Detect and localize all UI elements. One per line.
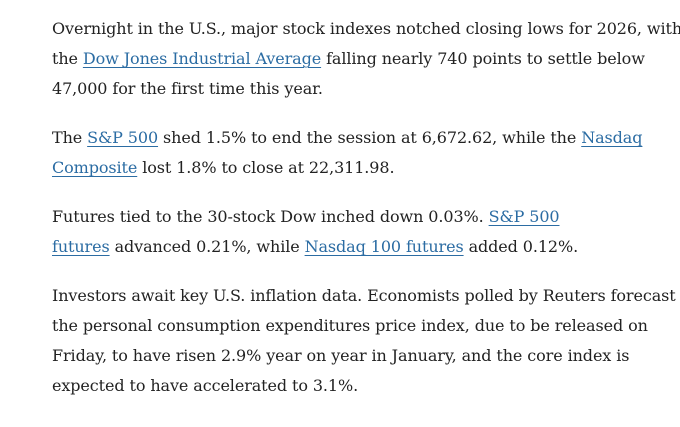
paragraph-text: the [52, 49, 83, 68]
paragraph-text: Overnight in the U.S., major stock index… [52, 19, 680, 38]
paragraph-text: shed 1.5% to end the session at 6,672.62… [158, 128, 582, 147]
paragraph-text: The [52, 128, 88, 147]
paragraph-market-lows: Overnight in the U.S., major stock index… [52, 14, 680, 104]
paragraph-sp-nasdaq: The S&P 500 shed 1.5% to end the session… [52, 123, 672, 183]
link-nasdaq-100-futures[interactable]: Nasdaq 100 futures [304, 237, 464, 256]
link-nasdaq-composite[interactable]: Nasdaq [581, 128, 643, 147]
paragraph-text: 47,000 for the first time this year. [52, 79, 323, 98]
link-nasdaq-composite-cont[interactable]: Composite [52, 158, 138, 177]
link-sp-500[interactable]: S&P 500 [87, 128, 159, 147]
link-sp-500-futures-cont[interactable]: futures [52, 237, 110, 256]
article-body: Overnight in the U.S., major stock index… [52, 14, 680, 420]
paragraph-text: expected to have accelerated to 3.1%. [52, 376, 359, 395]
paragraph-text: Friday, to have risen 2.9% year on year … [52, 346, 630, 365]
paragraph-text: the personal consumption expenditures pr… [52, 316, 648, 335]
paragraph-text: Futures tied to the 30-stock Dow inched … [52, 207, 489, 226]
link-sp-500-futures[interactable]: S&P 500 [488, 207, 560, 226]
paragraph-text: falling nearly 740 points to settle belo… [321, 49, 645, 68]
paragraph-text: lost 1.8% to close at 22,311.98. [137, 158, 395, 177]
paragraph-text: added 0.12%. [463, 237, 579, 256]
paragraph-futures: Futures tied to the 30-stock Dow inched … [52, 202, 672, 262]
paragraph-text: advanced 0.21%, while [109, 237, 305, 256]
paragraph-text: Investors await key U.S. inflation data.… [52, 286, 676, 305]
link-dow-jones-industrial-average[interactable]: Dow Jones Industrial Average [82, 49, 322, 68]
paragraph-inflation-data: Investors await key U.S. inflation data.… [52, 281, 676, 401]
